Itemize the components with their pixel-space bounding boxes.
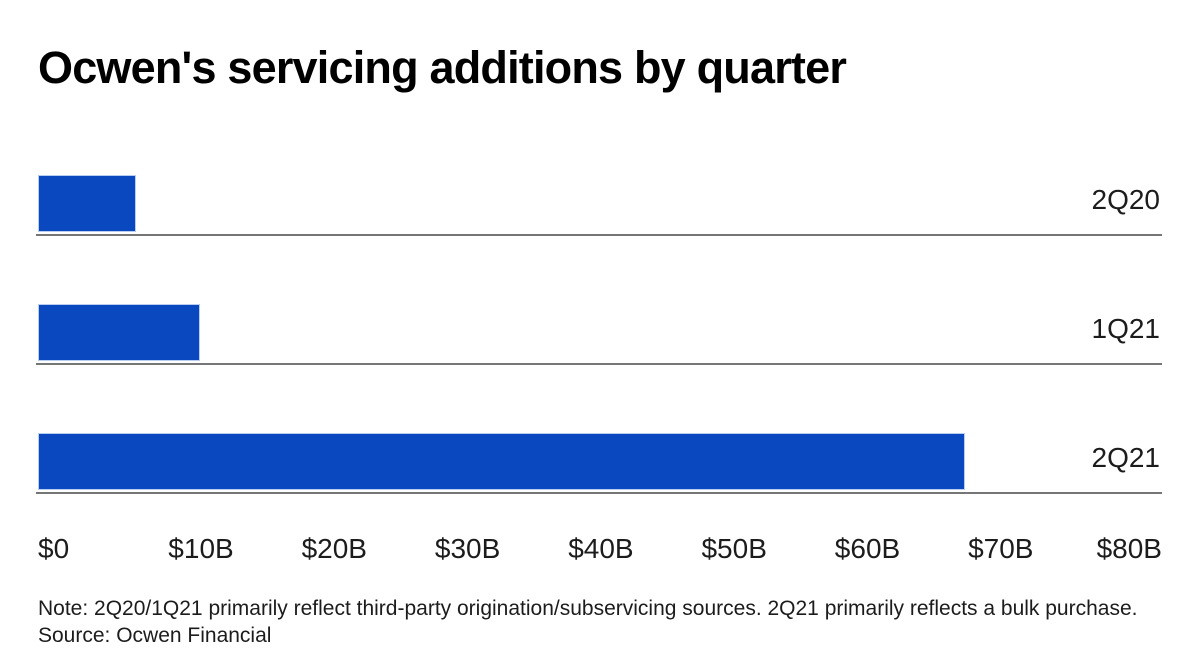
x-tick-label-50b: $50B [701, 533, 767, 564]
x-tick-label-40b: $40B [568, 533, 634, 564]
bar-2q20 [38, 175, 137, 232]
x-tick-label-0: $0 [38, 533, 70, 564]
x-tick-label-80b: $80B [1096, 533, 1162, 564]
x-tick-label-70b: $70B [968, 533, 1034, 564]
row-baseline [36, 492, 1162, 494]
row-baseline [36, 363, 1162, 365]
x-tick-label-20b: $20B [301, 533, 367, 564]
bar-row-2q21: 2Q21 [36, 433, 1162, 494]
bar-2q21 [38, 433, 966, 490]
row-baseline [36, 234, 1162, 236]
bar-chart: 2Q20 1Q21 2Q21 $0 $10B $20B $30B $40B $50B $60B $… [36, 0, 1162, 630]
x-tick-label-30b: $30B [434, 533, 501, 564]
x-axis: $0 $10B $20B $30B $40B $50B $60B $70B $80B [38, 533, 1162, 569]
category-label: 2Q20 [1091, 184, 1161, 215]
x-tick-label-10b: $10B [168, 533, 234, 564]
category-label: 1Q21 [1091, 313, 1161, 344]
x-tick-label-60b: $60B [834, 533, 901, 564]
chart-title: Ocwen's servicing additions by quarter [38, 42, 847, 94]
source-text: Source: Ocwen Financial [38, 624, 272, 647]
note-text: Note: 2Q20/1Q21 primarily reflect third-… [38, 597, 1138, 620]
category-label: 2Q21 [1091, 442, 1161, 473]
bar-row-1q21: 1Q21 [36, 304, 1162, 365]
bar-row-2q20: 2Q20 [36, 175, 1162, 236]
chart-footnotes: Note: 2Q20/1Q21 primarily reflect third-… [38, 595, 1168, 649]
bar-1q21 [38, 304, 200, 361]
